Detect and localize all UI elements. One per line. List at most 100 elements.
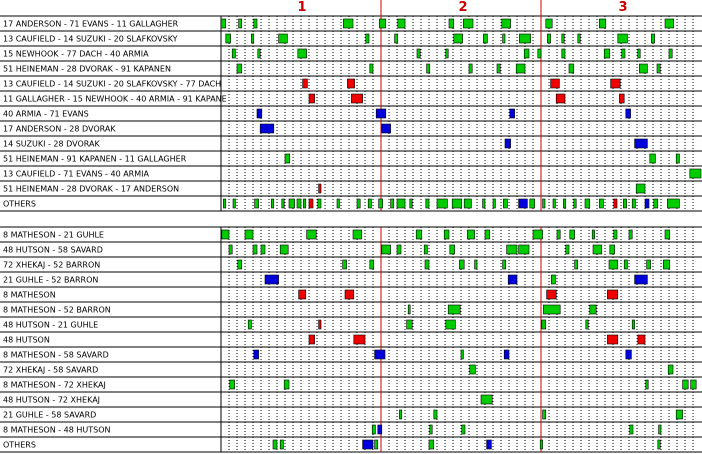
shift-bar	[396, 198, 406, 209]
shift-bar	[302, 78, 308, 89]
shift-bar	[550, 78, 560, 89]
shift-bar	[356, 198, 361, 209]
shift-bar	[484, 229, 491, 240]
shift-bar	[645, 379, 649, 390]
shift-bar	[509, 108, 515, 119]
shift-bar	[424, 259, 430, 270]
shift-bar	[658, 424, 662, 435]
shift-bar	[396, 244, 402, 255]
shift-bar	[639, 63, 648, 74]
shift-bar	[657, 439, 661, 450]
shift-bar	[463, 198, 472, 209]
shift-bar	[381, 244, 391, 255]
shift-bar	[318, 183, 322, 194]
row-label: 48 HUTSON	[3, 336, 50, 345]
shift-bar	[264, 274, 279, 285]
row-label: 48 HUTSON - 21 GUHLE	[3, 321, 98, 330]
shift-bar	[306, 229, 317, 240]
shift-bar	[397, 18, 406, 29]
shift-bar	[561, 33, 565, 44]
shift-bar	[613, 229, 618, 240]
shift-bar	[344, 289, 355, 300]
shift-bar	[635, 183, 646, 194]
shift-bar	[503, 198, 508, 209]
shift-bar	[519, 33, 531, 44]
shift-bar	[584, 198, 591, 209]
shift-bar	[409, 198, 413, 209]
shift-bar	[221, 229, 230, 240]
shift-bar	[637, 48, 641, 59]
shift-bar	[308, 198, 314, 209]
shift-bar	[646, 259, 651, 270]
shift-bar	[296, 198, 302, 209]
shift-bar	[690, 379, 697, 390]
shift-bar	[467, 229, 475, 240]
shift-bar	[254, 198, 259, 209]
shift-bar	[561, 48, 566, 59]
row-label: 8 MATHESON - 52 BARRON	[3, 306, 111, 315]
shift-bar	[631, 198, 636, 209]
shift-bar	[539, 439, 543, 450]
shift-bar	[428, 439, 435, 450]
shift-bar	[448, 18, 455, 29]
shift-bar	[308, 334, 315, 345]
shift-bar	[599, 198, 604, 209]
shift-bar	[416, 48, 421, 59]
shift-bar	[369, 259, 375, 270]
shift-bar	[482, 198, 486, 209]
shift-bar	[610, 78, 621, 89]
shift-bar	[634, 274, 648, 285]
shift-bar	[556, 229, 561, 240]
shift-bar	[607, 334, 619, 345]
shift-bar	[461, 424, 466, 435]
shift-bar	[608, 259, 619, 270]
shift-bar	[381, 123, 391, 134]
shift-bar	[617, 33, 628, 44]
shift-bar	[518, 244, 530, 255]
shift-bar	[371, 424, 376, 435]
shift-bar	[223, 198, 227, 209]
shift-bar	[542, 198, 546, 209]
shift-bar	[502, 259, 507, 270]
period-label-1: 1	[297, 0, 306, 15]
shift-bar	[532, 229, 543, 240]
shift-bar	[367, 198, 372, 209]
shift-bar	[628, 229, 633, 240]
shift-bar	[609, 244, 615, 255]
shift-bar	[637, 334, 646, 345]
shift-bar	[342, 259, 347, 270]
shift-bar	[621, 48, 626, 59]
shift-bar	[251, 33, 255, 44]
shift-bar	[585, 319, 589, 330]
shift-bar	[247, 319, 252, 330]
shift-bar	[375, 108, 387, 119]
shift-bar	[569, 229, 575, 240]
row-label: 21 GUHLE - 58 SAVARD	[3, 411, 96, 420]
row-label: 8 MATHESON - 48 HUTSON	[3, 426, 111, 435]
shift-bar	[244, 229, 254, 240]
row-label: 13 CAUFIELD - 14 SUZUKI - 20 SLAFKOVSKY …	[3, 80, 221, 89]
shift-bar	[308, 93, 315, 104]
shift-bar	[362, 439, 374, 450]
shift-bar	[377, 424, 383, 435]
shift-bar	[634, 138, 648, 149]
shift-bar	[415, 229, 423, 240]
shift-bar	[303, 198, 307, 209]
shift-bar	[298, 289, 307, 300]
shift-bar	[231, 48, 236, 59]
shift-bar	[629, 424, 634, 435]
row-label: 51 HEINEMAN - 91 KAPANEN - 11 GALLAGHER	[3, 155, 187, 164]
shift-bar	[656, 63, 661, 74]
shift-bar	[492, 198, 496, 209]
shift-bar	[445, 48, 449, 59]
shift-bar	[238, 18, 243, 29]
shift-bar	[259, 123, 275, 134]
shift-bar	[667, 364, 674, 375]
shift-bar	[460, 349, 464, 360]
shift-bar	[253, 349, 259, 360]
shift-bar	[518, 198, 528, 209]
shift-bar	[502, 33, 506, 44]
shift-bar	[529, 198, 535, 209]
shift-bar	[623, 198, 627, 209]
